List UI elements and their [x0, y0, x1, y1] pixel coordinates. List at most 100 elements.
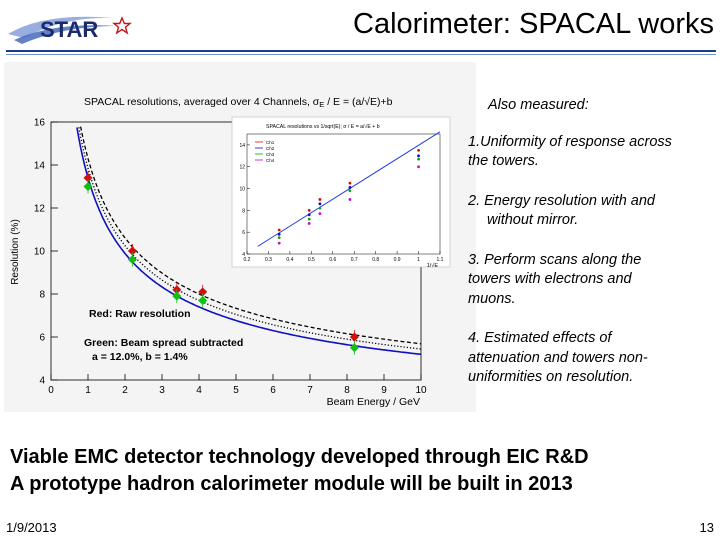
main-xtick-label: 0	[48, 385, 54, 396]
inset-point	[307, 208, 311, 212]
fit-params: a = 12.0%, b = 1.4%	[92, 351, 188, 363]
page-number: 13	[699, 520, 714, 535]
star-outline-icon	[112, 16, 132, 35]
resolution-chart: SPACAL resolutions, averaged over 4 Chan…	[10, 96, 451, 408]
inset-xtick-label: 0.6	[329, 257, 336, 263]
main-xtick-label: 3	[159, 385, 165, 396]
note-4-line3: uniformities on resolution.	[468, 369, 634, 385]
inset-ytick-label: 12	[239, 165, 245, 171]
note-1-line2: the towers.	[468, 153, 539, 169]
main-title-sub: E	[319, 100, 324, 109]
note-3-line2: towers with electrons and	[468, 271, 632, 287]
inset-xtick-label: 1	[417, 257, 420, 263]
main-xtick-label: 8	[344, 385, 350, 396]
legend-red: Red: Raw resolution	[89, 308, 191, 320]
inset-point	[277, 232, 281, 236]
star-logo: STAR	[4, 4, 154, 50]
subtracted-point	[83, 182, 93, 191]
note-1-line1: 1.Uniformity of response across	[468, 133, 672, 150]
main-ytick-label: 14	[34, 161, 46, 172]
inset-plot-frame	[246, 133, 441, 255]
inset-ytick-label: 10	[239, 187, 245, 193]
inset-point	[348, 181, 352, 185]
summary-statements: Viable EMC detector technology developed…	[10, 444, 720, 498]
main-ylabel: Resolution (%)	[10, 219, 21, 285]
main-ytick-label: 16	[34, 118, 46, 129]
raw-point	[83, 173, 93, 183]
fit-curve-solid	[76, 127, 422, 356]
inset-xtick-label: 0.2	[244, 257, 251, 263]
fit-curve-dashed	[79, 126, 422, 345]
main-xtick-label: 1	[85, 385, 91, 396]
summary-line-2: A prototype hadron calorimeter module wi…	[10, 473, 573, 495]
inset-point	[307, 217, 311, 221]
inset-point	[417, 157, 420, 161]
main-xtick-label: 6	[270, 385, 276, 396]
subtracted-point	[198, 295, 208, 305]
subtracted-point	[127, 255, 137, 265]
resolution-figure: SPACAL resolutions, averaged over 4 Chan…	[4, 62, 476, 412]
main-xtick-label: 9	[381, 385, 387, 396]
note-2-line2: without mirror.	[487, 212, 579, 228]
main-title-text: SPACAL resolutions, averaged over 4 Chan…	[84, 96, 320, 108]
note-2-line1: 2. Energy resolution with and	[468, 192, 655, 209]
inset-legend-label: Ch2	[266, 146, 275, 151]
inset-point	[417, 148, 420, 152]
note-3-line1: 3. Perform scans along the	[468, 251, 642, 268]
subtracted-point	[349, 343, 359, 353]
inset-point	[417, 165, 420, 169]
inset-ytick-label: 14	[239, 143, 245, 149]
inset-xtick-label: 0.4	[286, 257, 293, 263]
inset-point	[348, 189, 352, 193]
inset-legend-label: Ch1	[266, 140, 275, 145]
main-ytick-label: 8	[39, 290, 45, 301]
summary-line-1: Viable EMC detector technology developed…	[10, 446, 589, 468]
inset-point	[348, 198, 352, 201]
note-item-1: 1.Uniformity of response across the towe…	[468, 133, 718, 172]
inset-fit-line	[257, 131, 441, 247]
inset-xtick-label: 0.7	[351, 257, 358, 263]
main-xtick-label: 2	[122, 385, 128, 396]
inset-legend-label: Ch4	[266, 158, 275, 163]
main-ytick-label: 6	[39, 333, 45, 344]
inset-xtick-label: 1.1	[437, 257, 444, 263]
inset-xtick-label: 0.3	[265, 257, 272, 263]
inset-point	[348, 186, 352, 189]
inset-point	[318, 212, 322, 216]
inset-point	[277, 241, 281, 245]
inset-point	[307, 222, 311, 225]
inset-point	[417, 154, 420, 158]
inset-ytick-label: 4	[242, 252, 245, 258]
note-item-3: 3. Perform scans along the towers with e…	[468, 251, 718, 310]
main-xtick-label: 5	[233, 385, 239, 396]
inset-ytick-label: 6	[242, 230, 245, 236]
inset-point	[277, 236, 281, 240]
main-ytick-label: 12	[34, 204, 46, 215]
inset-point	[318, 202, 322, 206]
note-4-line2: attenuation and towers non-	[468, 349, 648, 366]
main-title-tail: / E = (a/√E)+b	[324, 96, 392, 108]
main-xtick-label: 10	[415, 385, 427, 396]
main-ytick-label: 4	[39, 376, 45, 387]
raw-point	[198, 287, 208, 297]
inset-title: SPACAL resolutions vs 1/sqrt(E); σ / E =…	[266, 123, 380, 130]
main-xlabel: Beam Energy / GeV	[327, 396, 420, 408]
fit-curve-dotted	[78, 127, 422, 350]
footer-date: 1/9/2013	[6, 520, 57, 535]
inset-xtick-label: 0.5	[308, 257, 315, 263]
note-item-4: 4. Estimated effects of attenuation and …	[468, 329, 718, 388]
note-3-line3: muons.	[468, 290, 516, 307]
main-xtick-label: 7	[307, 385, 313, 396]
raw-point	[349, 332, 359, 342]
inset-xtick-label: 0.9	[394, 257, 401, 263]
inset-ytick-label: 8	[242, 208, 245, 214]
main-chart-title: SPACAL resolutions, averaged over 4 Chan…	[84, 96, 393, 109]
inset-legend-label: Ch3	[266, 152, 275, 157]
notes-heading: Also measured:	[488, 97, 589, 113]
main-xtick-label: 4	[196, 385, 202, 396]
note-4-line1: 4. Estimated effects of	[468, 330, 612, 346]
inset-point	[318, 206, 322, 210]
note-item-2: 2. Energy resolution with and without mi…	[468, 192, 718, 231]
subtracted-point	[172, 291, 182, 301]
